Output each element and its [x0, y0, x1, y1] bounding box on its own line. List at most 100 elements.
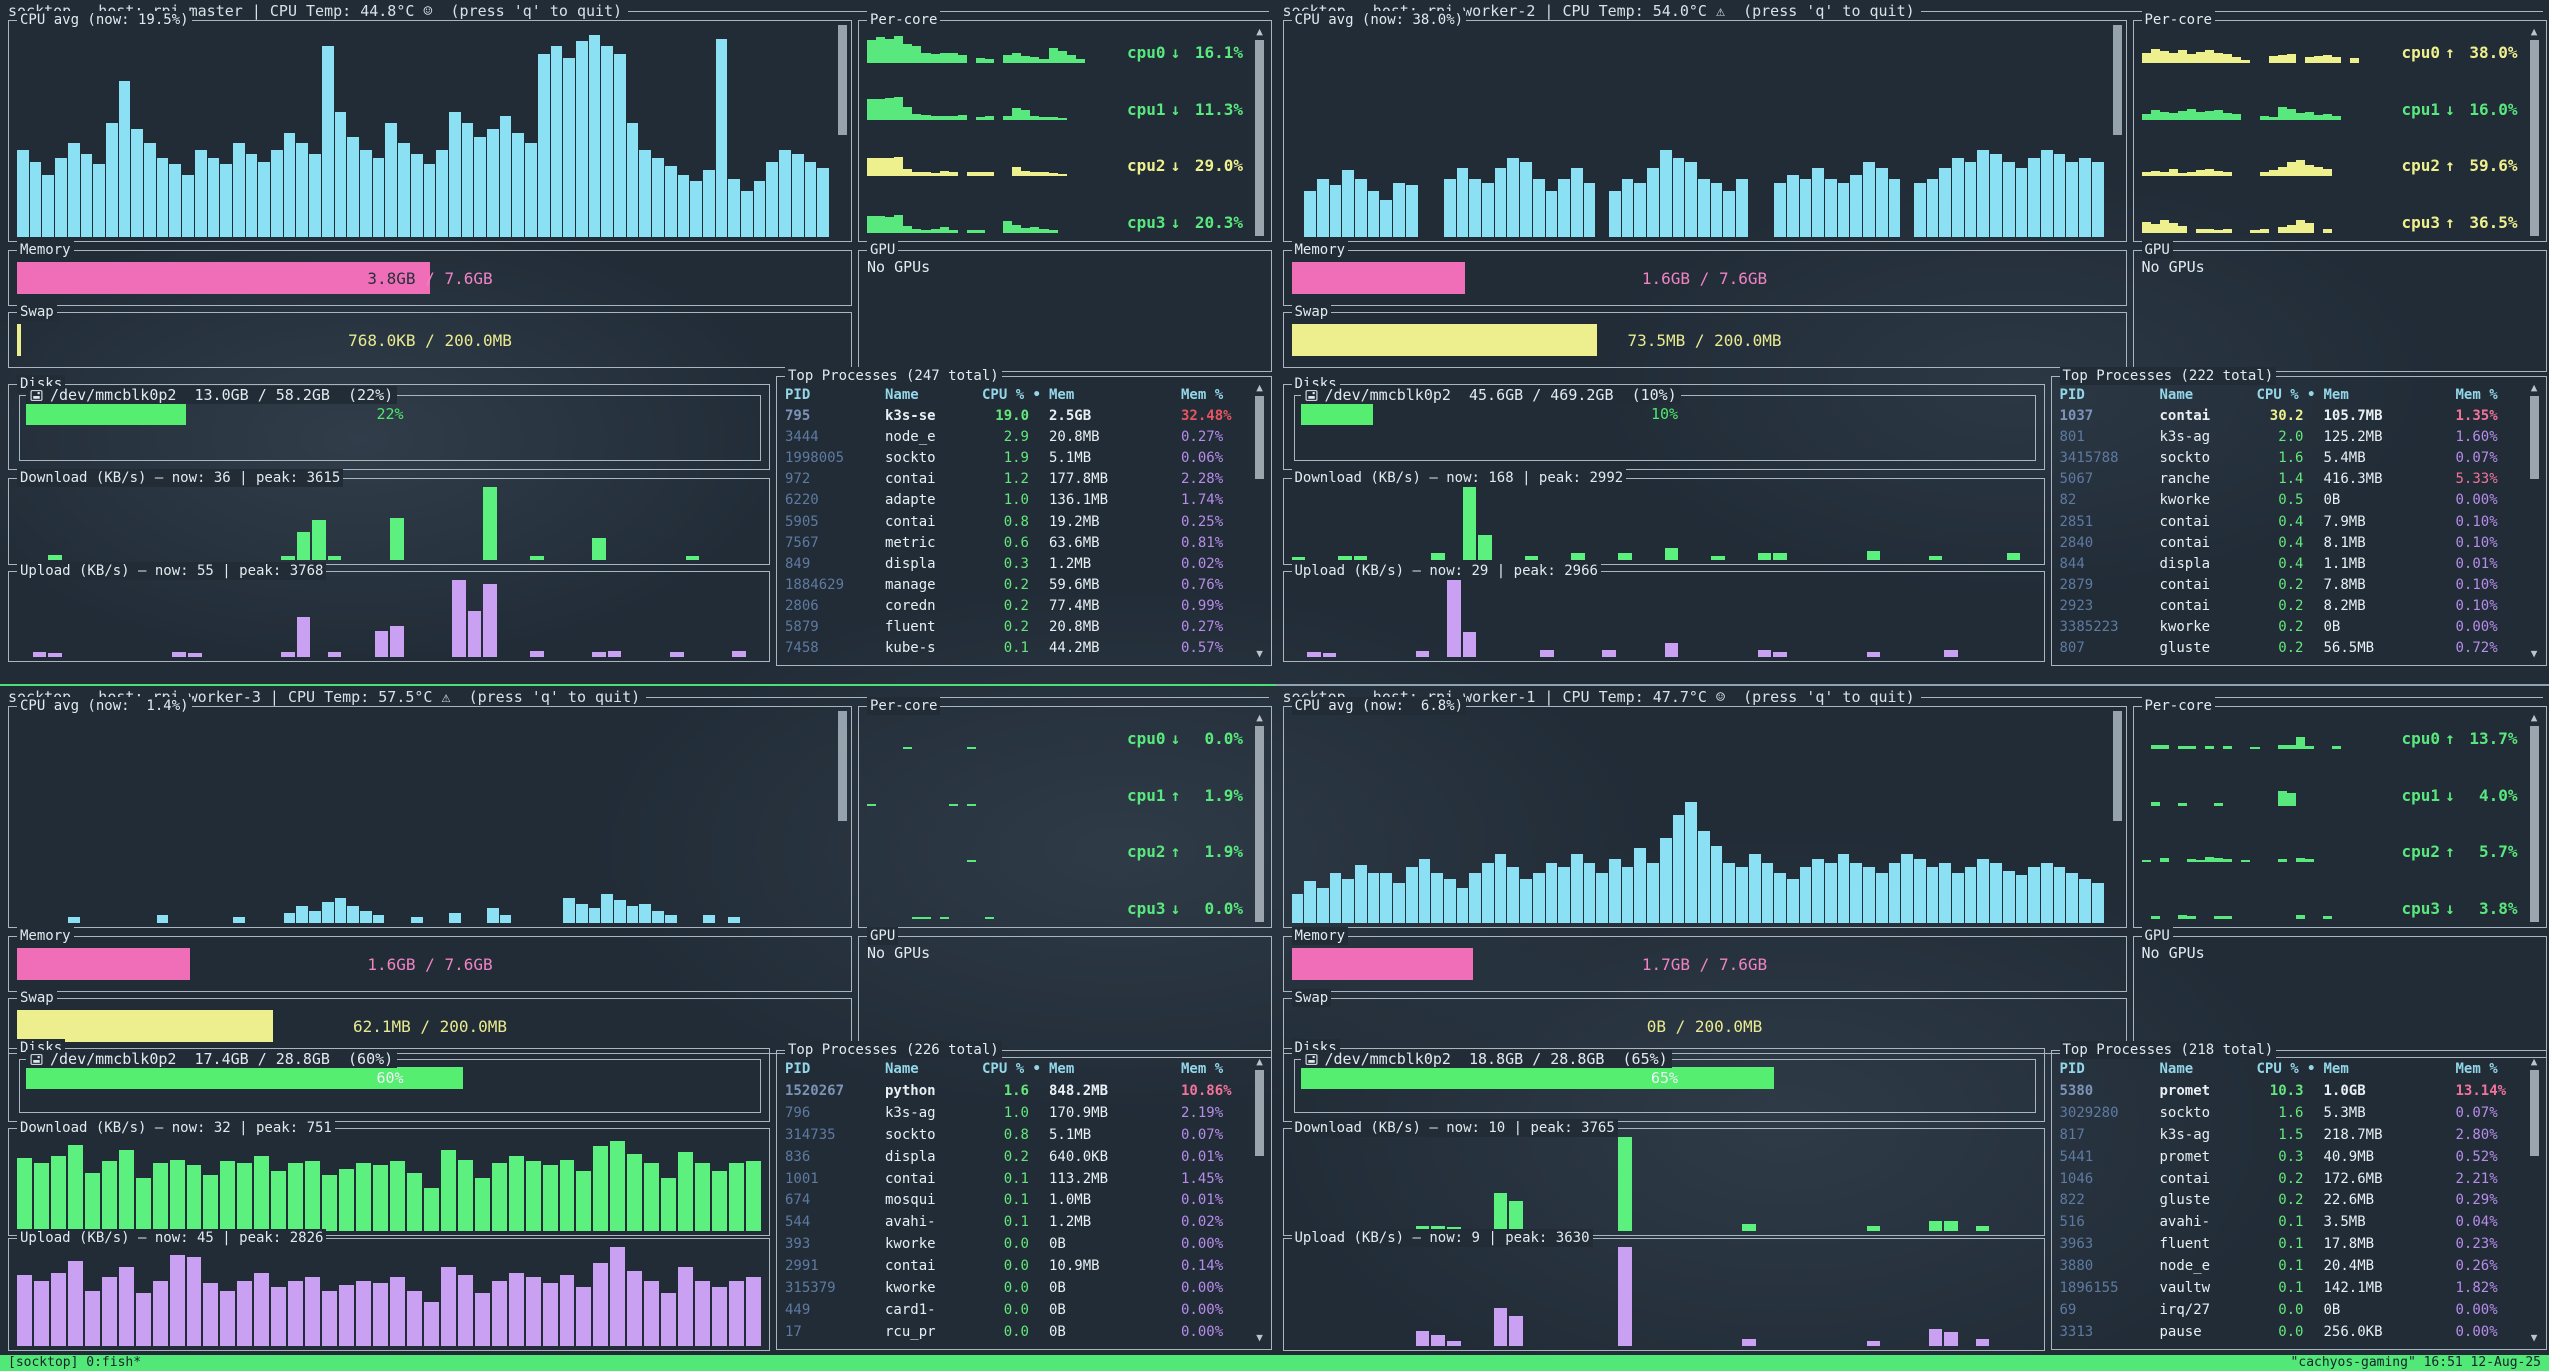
scroll-up-icon[interactable]: ▲ — [2530, 711, 2538, 724]
horizontal-pane-divider[interactable] — [0, 684, 2549, 686]
spark-bar — [985, 917, 995, 919]
chart-bar — [1975, 1339, 1990, 1346]
per-core-scrollbar[interactable]: ▲ — [2528, 26, 2541, 236]
core-row-cpu3: cpu3 ↑ 36.5% — [2141, 201, 2518, 233]
scroll-up-icon[interactable]: ▲ — [1256, 381, 1263, 394]
process-table: PID Name CPU % • Mem Mem % 1037 contai 30.… — [2060, 384, 2520, 659]
chart-bar — [525, 143, 537, 237]
core-val: 1.9% — [1204, 842, 1243, 862]
process-row: 817 k3s-ag 1.5 218.7MB 2.80% — [2060, 1124, 2520, 1146]
per-core-panel: Per-core cpu0 ↑ 38.0% cpu1 ↓ 16.0% cpu2 ↑ 59.6% c… — [2132, 11, 2547, 242]
spark-bar — [1039, 58, 1049, 63]
chart-bar — [1329, 873, 1342, 923]
swap-panel: Swap 0B / 200.0MB — [1282, 989, 2127, 1054]
scroll-up-icon[interactable]: ▲ — [2530, 1055, 2538, 1068]
spark-bar — [975, 117, 986, 120]
cpu-scrollbar[interactable] — [838, 25, 847, 237]
cpu-scrollbar-thumb[interactable] — [838, 711, 847, 822]
scroll-down-icon[interactable]: ▼ — [2530, 647, 2538, 660]
spark-bar — [2323, 916, 2333, 919]
spark-bar — [912, 229, 922, 233]
chart-bar — [50, 1272, 66, 1346]
chart-bar — [1621, 178, 1634, 237]
chart-bar — [1583, 862, 1596, 923]
per-core-scrollbar[interactable]: ▲ — [1253, 26, 1266, 236]
core-row-cpu0: cpu0 ↓ 0.0% — [867, 717, 1243, 749]
per-core-scrollbar[interactable]: ▲ — [2528, 712, 2541, 922]
pane-rpi-worker-1[interactable]: socktop — host: rpi-worker-1 | CPU Temp:… — [1275, 686, 2549, 1355]
chart-bar — [1799, 178, 1812, 237]
scroll-down-icon[interactable]: ▼ — [1256, 647, 1263, 660]
process-scrollbar[interactable]: ▲ ▼ — [2528, 1056, 2541, 1344]
scroll-down-icon[interactable]: ▼ — [1256, 1331, 1263, 1344]
chart-bar — [1431, 1226, 1445, 1231]
process-mem: 19.2MB — [1049, 513, 1100, 530]
chart-bar — [1850, 862, 1863, 923]
pane-rpi-master[interactable]: socktop — host: rpi-master | CPU Temp: 4… — [0, 0, 1275, 684]
chart-bar — [1431, 1335, 1445, 1346]
chart-bar — [588, 35, 601, 237]
process-scrollbar[interactable]: ▲ ▼ — [1253, 1056, 1266, 1344]
spark-bar — [885, 216, 895, 233]
active-pane-border[interactable] — [0, 684, 1276, 686]
per-core-scrollbar-thumb[interactable] — [2529, 40, 2539, 236]
spark-bar — [966, 803, 976, 806]
per-core-scrollbar-thumb[interactable] — [1255, 726, 1264, 922]
process-scrollbar-thumb[interactable] — [1255, 1070, 1264, 1157]
spark-bar — [921, 917, 931, 919]
core-val: 36.5% — [2469, 212, 2518, 232]
chart-bar — [410, 153, 423, 237]
scroll-up-icon[interactable]: ▲ — [1256, 1055, 1263, 1068]
cpu-scrollbar-thumb[interactable] — [2112, 25, 2122, 136]
per-core-scrollbar-thumb[interactable] — [1255, 40, 1264, 236]
chart-bar — [1462, 487, 1477, 560]
memory-label: Memory — [17, 927, 74, 945]
spark-bar — [948, 229, 958, 233]
chart-bar — [669, 652, 684, 657]
scroll-down-icon[interactable]: ▼ — [2530, 1331, 2538, 1344]
chart-bar — [203, 1174, 219, 1231]
chart-bar — [1742, 1339, 1756, 1346]
scroll-up-icon[interactable]: ▲ — [1256, 25, 1263, 38]
pane-rpi-worker-3[interactable]: socktop — host: rpi-worker-3 | CPU Temp:… — [0, 686, 1275, 1355]
chart-bar — [530, 555, 544, 560]
per-core-scrollbar-thumb[interactable] — [2529, 726, 2539, 922]
chart-bar — [1545, 191, 1558, 237]
disk-device-box: /dev/mmcblk0p2 45.6GB / 469.2GB (10%) 10… — [1293, 386, 2036, 461]
cpu-scrollbar-thumb[interactable] — [838, 25, 847, 136]
chart-bar — [322, 1290, 338, 1346]
process-scrollbar[interactable]: ▲ ▼ — [2528, 382, 2541, 660]
scroll-up-icon[interactable]: ▲ — [2530, 381, 2538, 394]
chart-bar — [281, 555, 295, 560]
header-name: Name — [885, 386, 919, 403]
process-cpu: 0.6 — [1003, 534, 1029, 551]
per-core-scrollbar[interactable]: ▲ — [1253, 712, 1266, 922]
pane-border[interactable] — [1276, 684, 2549, 686]
spark-bar — [975, 229, 986, 233]
memory-bar-fill — [17, 262, 430, 294]
process-scrollbar-thumb[interactable] — [2529, 1070, 2539, 1157]
spark-bar — [1003, 115, 1013, 120]
cpu-scrollbar-thumb[interactable] — [2112, 711, 2122, 822]
chart-bar — [312, 519, 326, 560]
disk-bar-fill — [1300, 403, 1374, 425]
process-scrollbar-thumb[interactable] — [2529, 396, 2539, 480]
chart-bar — [232, 143, 245, 237]
memory-total: 7.6GB — [1718, 268, 1768, 288]
chart-bar — [729, 1163, 744, 1231]
scroll-up-icon[interactable]: ▲ — [2530, 25, 2538, 38]
process-scrollbar[interactable]: ▲ ▼ — [1253, 382, 1266, 660]
status-session-window[interactable]: [socktop] 0:fish* — [8, 1355, 142, 1370]
scroll-up-icon[interactable]: ▲ — [1256, 711, 1263, 724]
process-scrollbar-thumb[interactable] — [1255, 396, 1264, 480]
gpu-label: GPU — [867, 241, 899, 259]
cpu-scrollbar[interactable] — [2112, 25, 2122, 237]
upload-label: Upload (KB/s) — now: 55 | peak: 3768 — [17, 562, 327, 580]
cpu-scrollbar[interactable] — [838, 711, 847, 923]
chart-bar — [530, 650, 544, 657]
chart-bar — [491, 1163, 507, 1231]
pane-rpi-worker-2[interactable]: socktop — host: rpi-worker-2 | CPU Temp:… — [1275, 0, 2549, 684]
process-mem: 8.2MB — [2323, 598, 2366, 615]
cpu-scrollbar[interactable] — [2112, 711, 2122, 923]
chart-bar — [1926, 866, 1939, 923]
